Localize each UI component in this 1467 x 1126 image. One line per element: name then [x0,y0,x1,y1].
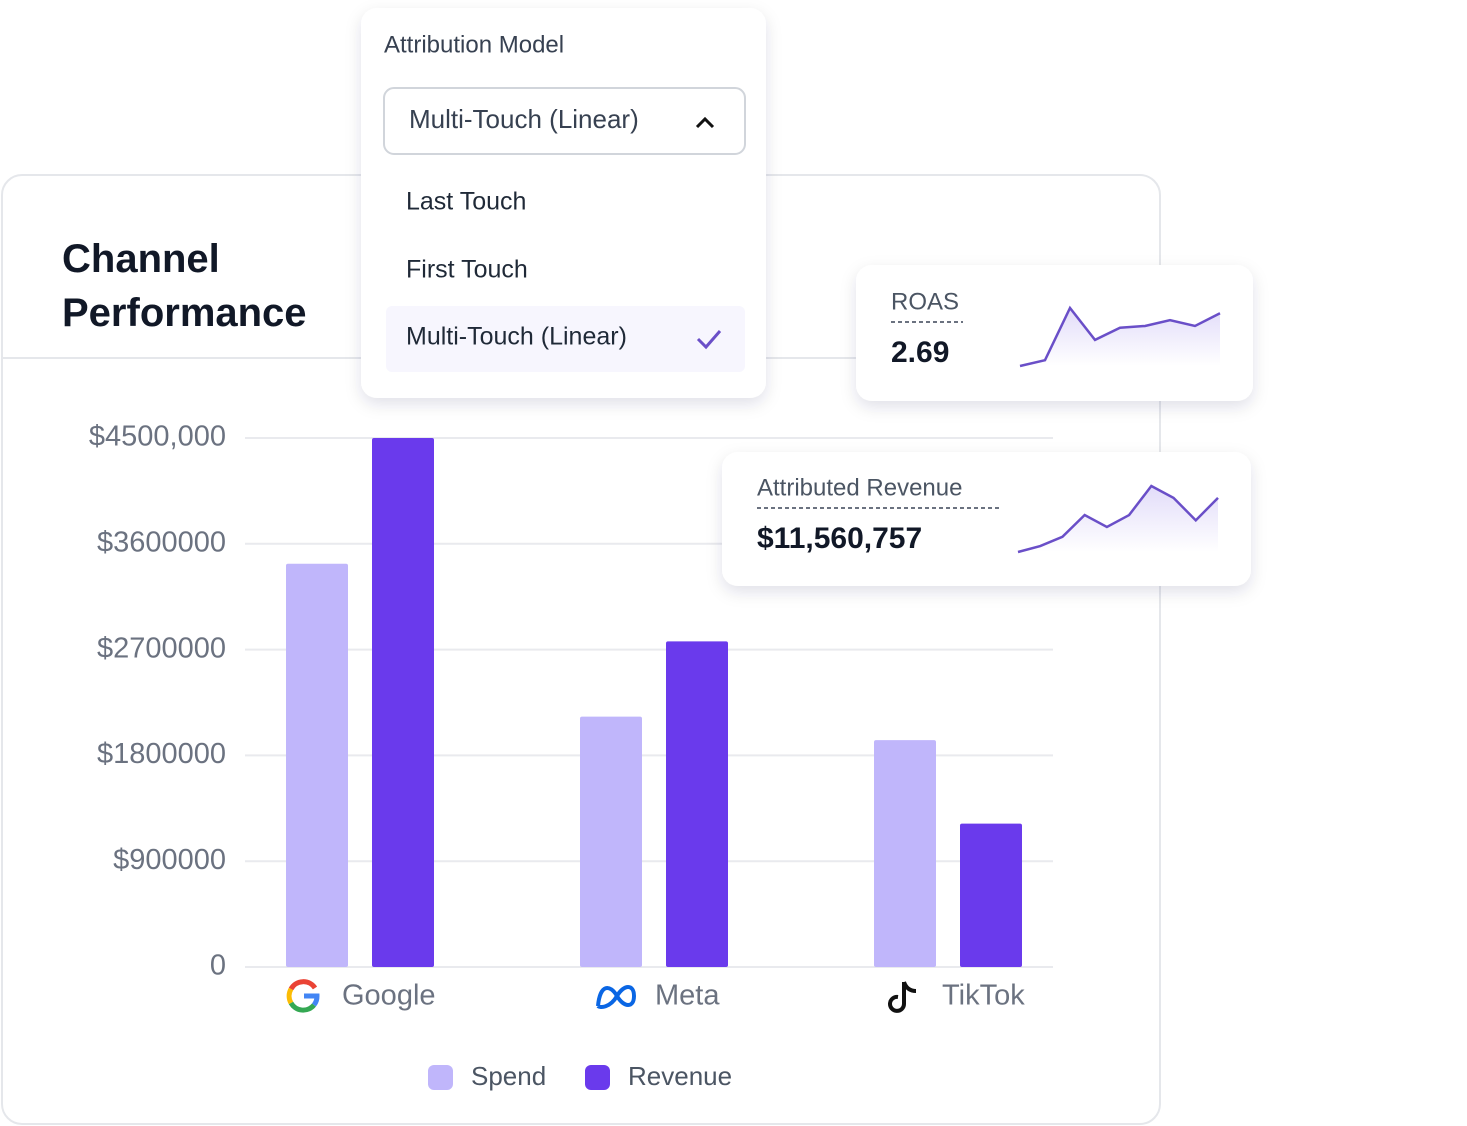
sparkline-area [1020,308,1220,366]
chevron [695,116,715,129]
legend-label: Spend [471,1061,546,1091]
kpi-value: $11,560,757 [757,522,922,555]
bar [666,641,728,967]
dropdown-label: Attribution Model [384,31,564,58]
y-tick-label: $1800000 [97,738,226,770]
plot: 0 $900000 $1800000 $2700000 $3600000 $4500,00… [89,421,1053,1091]
y-tick-label: $4500,000 [89,421,226,453]
bar [874,740,936,967]
meta-icon [596,985,637,1009]
dropdown-option[interactable]: Multi-Touch (Linear) [406,323,627,351]
bar [286,563,348,967]
select-value: Multi-Touch (Linear) [409,104,639,134]
bar [372,438,434,967]
bar [960,823,1022,967]
bar [580,716,642,967]
x-tick-label: Google [342,980,436,1012]
legend-label: Revenue [628,1061,732,1091]
y-tick-label: $2700000 [97,632,226,664]
y-tick-label: $3600000 [97,526,226,558]
google-icon [286,979,320,1013]
kpi-label: ROAS [891,288,959,315]
legend-swatch [428,1065,453,1090]
dropdown-option[interactable]: First Touch [406,256,528,284]
sparkline-area [1018,486,1218,552]
kpi-card [856,265,1253,401]
x-tick-label: TikTok [942,980,1025,1012]
kpi-label: Attributed Revenue [757,474,962,501]
kpi-value: 2.69 [891,336,949,369]
kpi-card [722,452,1251,586]
select-box[interactable] [383,87,746,155]
x-tick-label: Meta [655,980,720,1012]
chart-title: Channel Performance [62,237,307,335]
sparkline [1019,305,1221,368]
selected-option-bg [386,306,745,372]
y-tick-label: $900000 [113,844,226,876]
dropdown-option[interactable]: Last Touch [406,188,526,216]
legend-swatch [585,1065,610,1090]
sparkline [1017,484,1219,554]
checkmark [696,330,722,350]
tiktok-icon [888,981,917,1013]
y-tick-label: 0 [210,950,226,982]
